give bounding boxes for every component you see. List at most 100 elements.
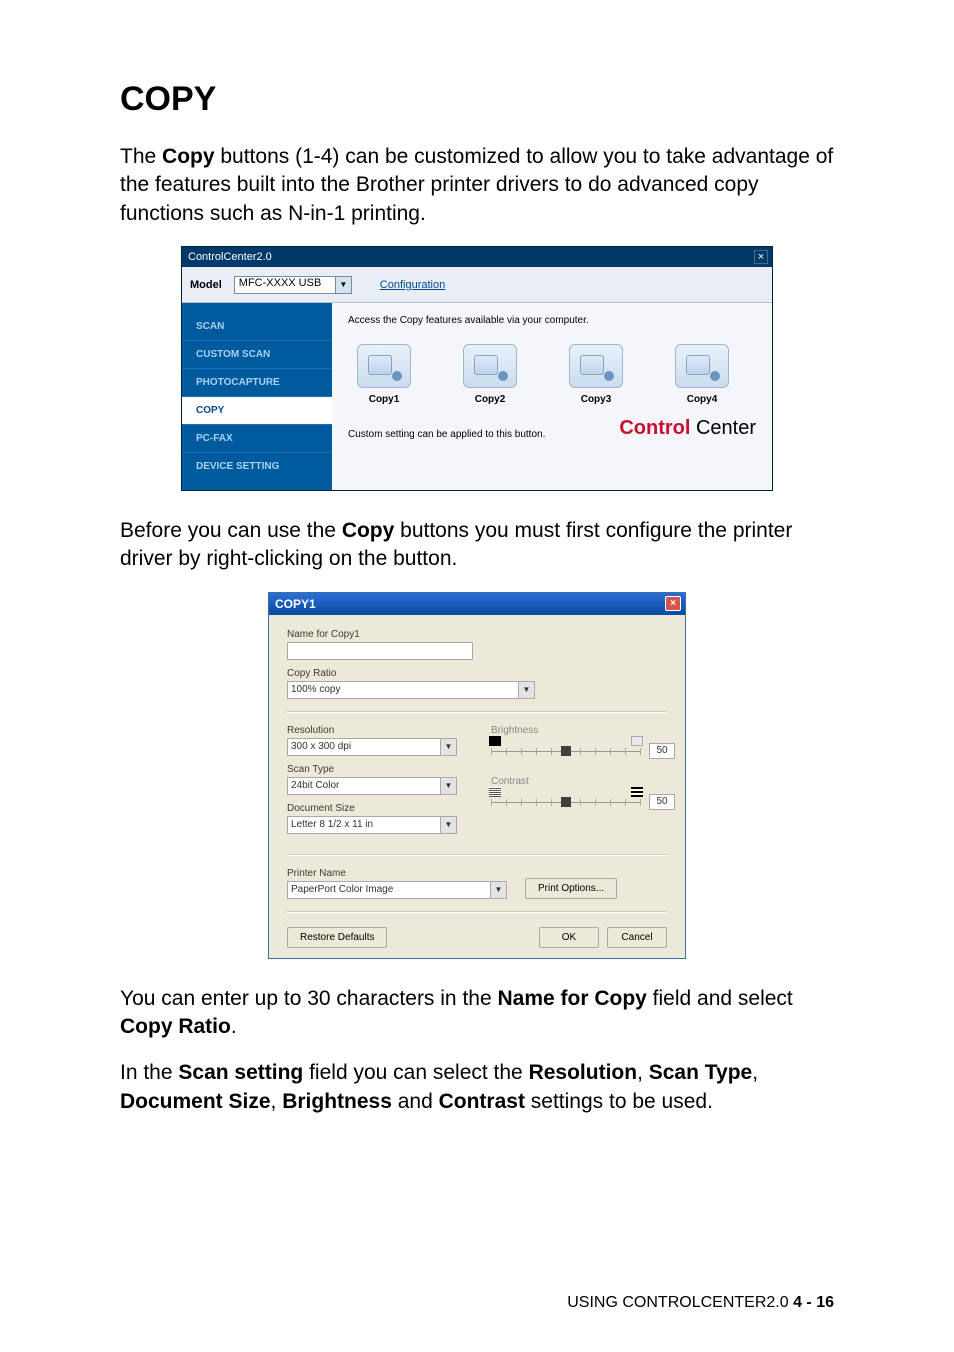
text-bold: Name for Copy [497,987,646,1010]
chevron-down-icon[interactable]: ▼ [518,682,534,698]
text: You can enter up to 30 characters in the [120,987,497,1010]
text: field you can select the [303,1061,528,1084]
chevron-down-icon[interactable]: ▼ [440,817,456,833]
copy4-button[interactable]: Copy4 [666,344,738,405]
logo-thin: Center [690,417,756,439]
text: . [231,1015,237,1038]
copy1-button[interactable]: Copy1 [348,344,420,405]
text: Before you can use the [120,519,342,542]
text-bold: Copy [162,145,215,168]
footnote: Custom setting can be applied to this bu… [348,429,545,440]
docsize-label: Document Size [287,803,463,814]
text: field and select [647,987,793,1010]
contrast-label: Contrast [491,776,529,787]
model-value: MFC-XXXX USB [239,277,322,289]
slider-knob[interactable] [561,797,571,807]
text: settings to be used. [525,1090,713,1113]
resolution-select[interactable]: 300 x 300 dpi ▼ [287,738,457,756]
chevron-down-icon[interactable]: ▼ [440,739,456,755]
brightness-label: Brightness [491,725,538,736]
slider-knob[interactable] [561,746,571,756]
separator [287,711,667,713]
controlcenter-window: ControlCenter2.0 × Model MFC-XXXX USB ▼ … [181,246,773,491]
chevron-down-icon[interactable]: ▼ [490,882,506,898]
close-icon[interactable]: × [665,596,681,611]
copy2-label: Copy2 [454,394,526,405]
copy-icon [357,344,411,388]
brightness-light-icon [631,736,643,746]
sidebar: SCAN CUSTOM SCAN PHOTOCAPTURE COPY PC-FA… [182,303,332,490]
para-scansetting: In the Scan setting field you can select… [120,1059,834,1116]
text: The [120,145,162,168]
dialog-titlebar[interactable]: COPY1 × [269,593,685,615]
copy2-button[interactable]: Copy2 [454,344,526,405]
brightness-value[interactable]: 50 [649,743,675,759]
para-namecopy: You can enter up to 30 characters in the… [120,985,834,1042]
footer-text: USING CONTROLCENTER2.0 [567,1294,788,1311]
brightness-slider[interactable]: 50 [491,740,641,762]
text-bold: Copy Ratio [120,1015,231,1038]
dialog-title: COPY1 [275,597,316,611]
sidebar-item-device-setting[interactable]: DEVICE SETTING [182,452,332,480]
chevron-down-icon[interactable]: ▼ [335,277,351,293]
printer-value: PaperPort Color Image [291,884,393,895]
page-heading: COPY [120,80,834,119]
printer-select[interactable]: PaperPort Color Image ▼ [287,881,507,899]
docsize-value: Letter 8 1/2 x 11 in [291,819,373,830]
close-icon[interactable]: × [754,250,768,264]
text-bold: Scan Type [649,1061,752,1084]
text: , [752,1061,758,1084]
model-select[interactable]: MFC-XXXX USB ▼ [234,276,352,294]
text: In the [120,1061,178,1084]
copy4-label: Copy4 [666,394,738,405]
text-bold: Copy [342,519,395,542]
sidebar-item-scan[interactable]: SCAN [182,313,332,340]
text-bold: Resolution [529,1061,638,1084]
cancel-button[interactable]: Cancel [607,927,667,948]
scantype-select[interactable]: 24bit Color ▼ [287,777,457,795]
toolbar: Model MFC-XXXX USB ▼ Configuration [182,267,772,303]
ratio-select[interactable]: 100% copy ▼ [287,681,535,699]
name-label: Name for Copy1 [287,629,667,640]
controlcenter-logo: Control Center [619,417,756,440]
contrast-value[interactable]: 50 [649,794,675,810]
main-panel: Access the Copy features available via y… [332,303,772,490]
panel-description: Access the Copy features available via y… [348,315,756,326]
copy-icon [569,344,623,388]
text-bold: Document Size [120,1090,271,1113]
sidebar-item-photocapture[interactable]: PHOTOCAPTURE [182,368,332,396]
copy-icon [463,344,517,388]
restore-defaults-button[interactable]: Restore Defaults [287,927,387,948]
separator [287,854,667,856]
copy1-label: Copy1 [348,394,420,405]
sidebar-item-copy[interactable]: COPY [182,396,332,424]
resolution-value: 300 x 300 dpi [291,741,351,752]
separator [287,911,667,913]
text: , [271,1090,283,1113]
window-titlebar[interactable]: ControlCenter2.0 × [182,247,772,267]
name-input[interactable] [287,642,473,660]
text: and [392,1090,439,1113]
text-bold: Contrast [439,1090,525,1113]
ratio-value: 100% copy [291,684,340,695]
window-title: ControlCenter2.0 [188,251,272,263]
contrast-low-icon [489,787,501,797]
chevron-down-icon[interactable]: ▼ [440,778,456,794]
model-label: Model [190,279,222,291]
brightness-dark-icon [489,736,501,746]
scantype-label: Scan Type [287,764,463,775]
page-footer: USING CONTROLCENTER2.0 4 - 16 [567,1294,834,1312]
sidebar-item-pcfax[interactable]: PC-FAX [182,424,332,452]
ok-button[interactable]: OK [539,927,599,948]
contrast-slider[interactable]: 50 [491,791,641,813]
logo-red: Control [619,417,690,439]
configuration-link[interactable]: Configuration [380,279,445,291]
page-number: 4 - 16 [793,1294,834,1311]
docsize-select[interactable]: Letter 8 1/2 x 11 in ▼ [287,816,457,834]
print-options-button[interactable]: Print Options... [525,878,617,899]
sidebar-item-custom-scan[interactable]: CUSTOM SCAN [182,340,332,368]
text: buttons (1-4) can be customized to allow… [120,145,833,225]
contrast-high-icon [631,787,643,797]
copy3-button[interactable]: Copy3 [560,344,632,405]
para-config: Before you can use the Copy buttons you … [120,517,834,574]
